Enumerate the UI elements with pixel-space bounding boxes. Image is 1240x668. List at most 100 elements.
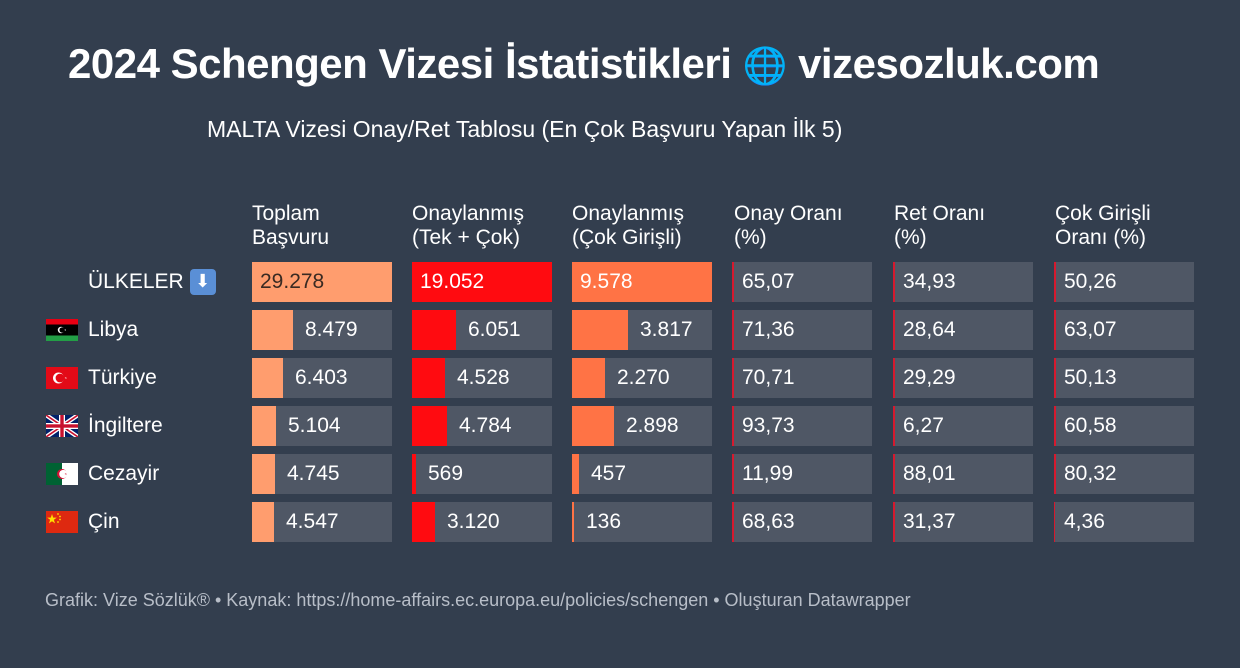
cell-approved-multi: 136 <box>572 502 712 542</box>
cell-rejection-rate: 88,01 <box>893 454 1033 494</box>
cell-value: 4.547 <box>286 510 339 533</box>
row-label-text: Cezayir <box>88 462 160 485</box>
footer-credits: Grafik: Vize Sözlük® • Kaynak: https://h… <box>45 590 911 610</box>
rate-marker <box>732 262 734 302</box>
cell-value: 31,37 <box>903 510 956 533</box>
column-header-approved-multi: Onaylanmış (Çok Girişli) <box>572 202 684 250</box>
cell-value: 6,27 <box>903 414 944 437</box>
row-label-text: İngiltere <box>88 414 163 437</box>
cell-approved-single-multi: 19.052 <box>412 262 552 302</box>
column-header-line: Ret Oranı <box>894 202 986 225</box>
cell-value: 63,07 <box>1064 318 1117 341</box>
bar-approved-multi <box>572 406 614 446</box>
china-flag-icon <box>46 511 78 533</box>
bar-approved-single-multi <box>412 262 552 302</box>
cell-total-applications: 4.547 <box>252 502 392 542</box>
cell-value: 19.052 <box>420 270 485 293</box>
cell-rejection-rate: 31,37 <box>893 502 1033 542</box>
row-label-text: ÜLKELER <box>88 270 184 293</box>
column-header-line: Başvuru <box>252 226 330 249</box>
cell-value: 93,73 <box>742 414 795 437</box>
libya-flag-icon <box>46 319 78 341</box>
cell-approved-single-multi: 4.784 <box>412 406 552 446</box>
cell-value: 457 <box>591 462 627 485</box>
bar-total-applications <box>252 406 276 446</box>
cell-approval-rate: 65,07 <box>732 262 872 302</box>
column-header-line: (%) <box>734 226 767 249</box>
cell-approved-multi: 2.270 <box>572 358 712 398</box>
bar-approved-single-multi <box>412 358 445 398</box>
cell-total-applications: 5.104 <box>252 406 392 446</box>
column-header-line: Onay Oranı <box>734 202 843 225</box>
cell-approval-rate: 71,36 <box>732 310 872 350</box>
cell-multi-entry-rate: 80,32 <box>1054 454 1194 494</box>
cell-multi-entry-rate: 63,07 <box>1054 310 1194 350</box>
chart-subtitle: MALTA Vizesi Onay/Ret Tablosu (En Çok Ba… <box>207 116 843 142</box>
cell-value: 2.898 <box>626 414 679 437</box>
cell-rejection-rate: 6,27 <box>893 406 1033 446</box>
column-header-line: Toplam <box>252 202 320 225</box>
globe-icon: 🌐 <box>742 46 788 87</box>
rate-marker <box>1054 406 1056 446</box>
cell-value: 29.278 <box>260 270 325 293</box>
cell-approval-rate: 70,71 <box>732 358 872 398</box>
cell-multi-entry-rate: 4,36 <box>1054 502 1194 542</box>
title-text: 2024 Schengen Vizesi İstatistikleri <box>68 40 732 87</box>
rate-marker <box>1054 262 1056 302</box>
cell-approved-single-multi: 4.528 <box>412 358 552 398</box>
cell-approved-multi: 457 <box>572 454 712 494</box>
cell-value: 65,07 <box>742 270 795 293</box>
cell-value: 4.784 <box>459 414 512 437</box>
cell-value: 4.528 <box>457 366 510 389</box>
cell-value: 3.120 <box>447 510 500 533</box>
uk-flag-icon <box>46 415 78 437</box>
cell-value: 6.403 <box>295 366 348 389</box>
cell-approval-rate: 11,99 <box>732 454 872 494</box>
bar-total-applications <box>252 358 283 398</box>
cell-rejection-rate: 28,64 <box>893 310 1033 350</box>
row-label-algeria: Cezayir <box>46 454 159 494</box>
column-header-approval-rate: Onay Oranı (%) <box>734 202 843 250</box>
cell-total-applications: 6.403 <box>252 358 392 398</box>
cell-value: 4.745 <box>287 462 340 485</box>
column-header-line: (%) <box>894 226 927 249</box>
column-header-approved-single-multi: Onaylanmış (Tek + Çok) <box>412 202 524 250</box>
rate-marker <box>732 406 734 446</box>
cell-value: 3.817 <box>640 318 693 341</box>
rate-marker <box>893 358 895 398</box>
cell-value: 2.270 <box>617 366 670 389</box>
cell-value: 50,13 <box>1064 366 1117 389</box>
rate-marker <box>893 262 895 302</box>
column-header-line: (Tek + Çok) <box>412 226 520 249</box>
column-header-total-applications: Toplam Başvuru <box>252 202 329 250</box>
rate-marker <box>893 502 895 542</box>
cell-approved-multi: 9.578 <box>572 262 712 302</box>
cell-approved-single-multi: 6.051 <box>412 310 552 350</box>
bar-approved-single-multi <box>412 406 447 446</box>
row-label-libya: Libya <box>46 310 138 350</box>
column-header-rejection-rate: Ret Oranı (%) <box>894 202 985 250</box>
rate-marker <box>1054 502 1055 542</box>
cell-value: 136 <box>586 510 622 533</box>
bar-approved-multi <box>572 262 712 302</box>
row-label-text: Çin <box>88 510 120 533</box>
cell-rejection-rate: 34,93 <box>893 262 1033 302</box>
column-header-line: Onaylanmış <box>412 202 525 225</box>
row-label-text: Libya <box>88 318 139 341</box>
row-label-turkey: Türkiye <box>46 358 157 398</box>
cell-multi-entry-rate: 60,58 <box>1054 406 1194 446</box>
rate-marker <box>893 310 895 350</box>
bar-approved-single-multi <box>412 310 456 350</box>
cell-value: 60,58 <box>1064 414 1117 437</box>
bar-approved-multi <box>572 454 579 494</box>
cell-value: 70,71 <box>742 366 795 389</box>
cell-total-applications: 4.745 <box>252 454 392 494</box>
rate-marker <box>1054 310 1056 350</box>
cell-rejection-rate: 29,29 <box>893 358 1033 398</box>
cell-value: 11,99 <box>742 462 793 485</box>
algeria-flag-icon <box>46 463 78 485</box>
row-label-countries: ÜLKELER ⬇ <box>88 262 216 302</box>
cell-value: 50,26 <box>1064 270 1117 293</box>
cell-value: 4,36 <box>1064 510 1105 533</box>
cell-approved-single-multi: 3.120 <box>412 502 552 542</box>
